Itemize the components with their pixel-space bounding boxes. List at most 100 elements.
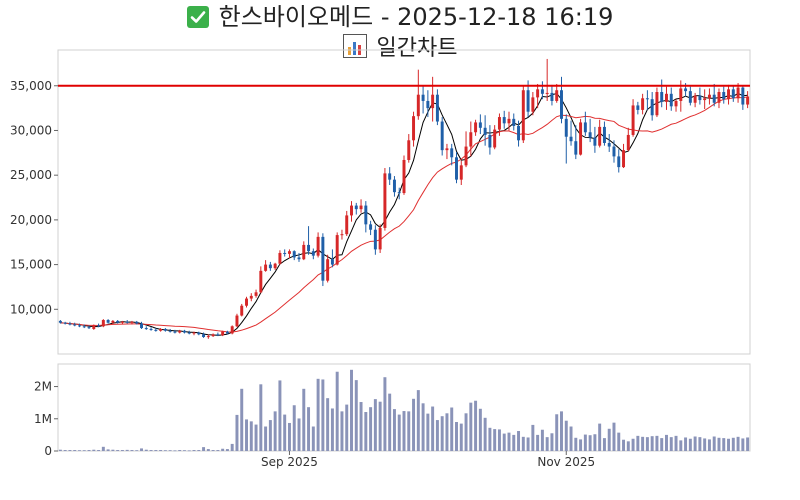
- volume-bar: [159, 450, 163, 451]
- volume-bar: [73, 450, 77, 451]
- candle-body: [450, 148, 454, 158]
- candle-body: [703, 98, 707, 101]
- check-mark-icon: [186, 6, 209, 28]
- volume-bar: [693, 436, 697, 451]
- volume-bar: [168, 450, 172, 451]
- candle-body: [564, 118, 568, 137]
- candle-body: [531, 97, 535, 112]
- candle-body: [431, 94, 435, 109]
- volume-bar: [97, 450, 101, 451]
- volume-bar: [330, 408, 334, 451]
- volume-bar: [741, 438, 745, 451]
- candle-body: [302, 244, 306, 260]
- volume-bar: [497, 429, 501, 451]
- candle-body: [330, 259, 334, 265]
- volume-bar: [431, 406, 435, 451]
- volume-bar: [68, 450, 72, 451]
- volume-bar: [116, 450, 120, 451]
- volume-bar: [58, 449, 62, 451]
- volume-bar: [421, 403, 425, 451]
- candle-body: [455, 157, 458, 180]
- volume-bar: [650, 436, 654, 451]
- volume-bar: [531, 424, 535, 451]
- candle-body: [178, 330, 182, 333]
- candle-body: [68, 323, 72, 325]
- candle-body: [502, 117, 506, 124]
- volume-bar: [82, 450, 86, 451]
- candle-body: [159, 328, 163, 331]
- volume-bar: [679, 440, 683, 451]
- volume-bar: [517, 431, 521, 451]
- volume-bar: [249, 421, 253, 451]
- candle-body: [540, 89, 544, 94]
- candle-body: [369, 224, 373, 230]
- candle-body: [388, 173, 392, 180]
- volume-bar: [536, 434, 540, 451]
- candle-body: [92, 325, 96, 329]
- volume-bar: [144, 449, 148, 451]
- candle-body: [211, 334, 215, 337]
- volume-bar: [101, 446, 105, 451]
- candle-body: [474, 122, 478, 133]
- candle-body: [273, 263, 277, 269]
- candle-body: [645, 98, 649, 100]
- volume-bar: [92, 449, 96, 451]
- candle-body: [378, 227, 382, 250]
- chart-title-text: 한스바이오메드 - 2025-12-18 16:19: [218, 3, 614, 31]
- volume-bar: [607, 428, 611, 451]
- candle-body: [292, 251, 296, 258]
- candle-body: [350, 205, 353, 216]
- candle-body: [607, 142, 611, 147]
- candle-body: [665, 93, 668, 102]
- candle-body: [707, 94, 711, 99]
- volume-bar: [727, 438, 731, 451]
- volume-bar: [583, 434, 587, 451]
- volume-bar: [240, 388, 244, 451]
- volume-bar: [493, 429, 497, 451]
- x-tick-label: Sep 2025: [261, 455, 318, 469]
- candle-body: [545, 92, 549, 94]
- candle-body: [550, 92, 554, 101]
- volume-bar: [521, 436, 525, 451]
- candle-body: [335, 235, 339, 265]
- volume-bar: [598, 423, 602, 451]
- candle-body: [655, 92, 659, 116]
- price-tick-label: 25,000: [10, 168, 52, 182]
- candle-body: [168, 330, 172, 332]
- volume-bar: [593, 434, 597, 451]
- volume-bar: [340, 411, 344, 451]
- volume-bar: [106, 449, 110, 451]
- volume-bar: [206, 449, 210, 451]
- candle-body: [287, 251, 291, 254]
- volume-bar: [655, 435, 659, 451]
- candle-body: [402, 159, 406, 194]
- chart-subtitle: 일간차트: [0, 32, 800, 66]
- volume-bar: [163, 450, 167, 451]
- candle-body: [144, 328, 148, 330]
- volume-bar: [412, 398, 416, 451]
- volume-bar: [63, 450, 67, 451]
- candle-body: [459, 165, 463, 180]
- candle-body: [392, 179, 396, 193]
- volume-bar: [688, 438, 692, 451]
- volume-bar: [254, 424, 258, 451]
- volume-bar: [674, 435, 678, 451]
- bar-chart-icon: [342, 34, 367, 58]
- candle-body: [712, 94, 716, 103]
- price-tick-label: 20,000: [10, 213, 52, 227]
- volume-bar: [426, 413, 430, 451]
- candle-body: [526, 90, 530, 112]
- volume-bar: [264, 426, 268, 451]
- volume-bar: [445, 413, 449, 451]
- candle-body: [116, 320, 120, 323]
- candle-body: [693, 95, 697, 103]
- candle-body: [125, 321, 129, 323]
- volume-bar: [192, 450, 196, 451]
- candle-body: [135, 321, 139, 324]
- candle-body: [192, 332, 196, 334]
- price-tick-label: 10,000: [10, 302, 52, 316]
- volume-bar: [669, 437, 673, 451]
- candle-body: [736, 87, 740, 99]
- candle-body: [722, 92, 726, 100]
- candle-body: [469, 132, 473, 147]
